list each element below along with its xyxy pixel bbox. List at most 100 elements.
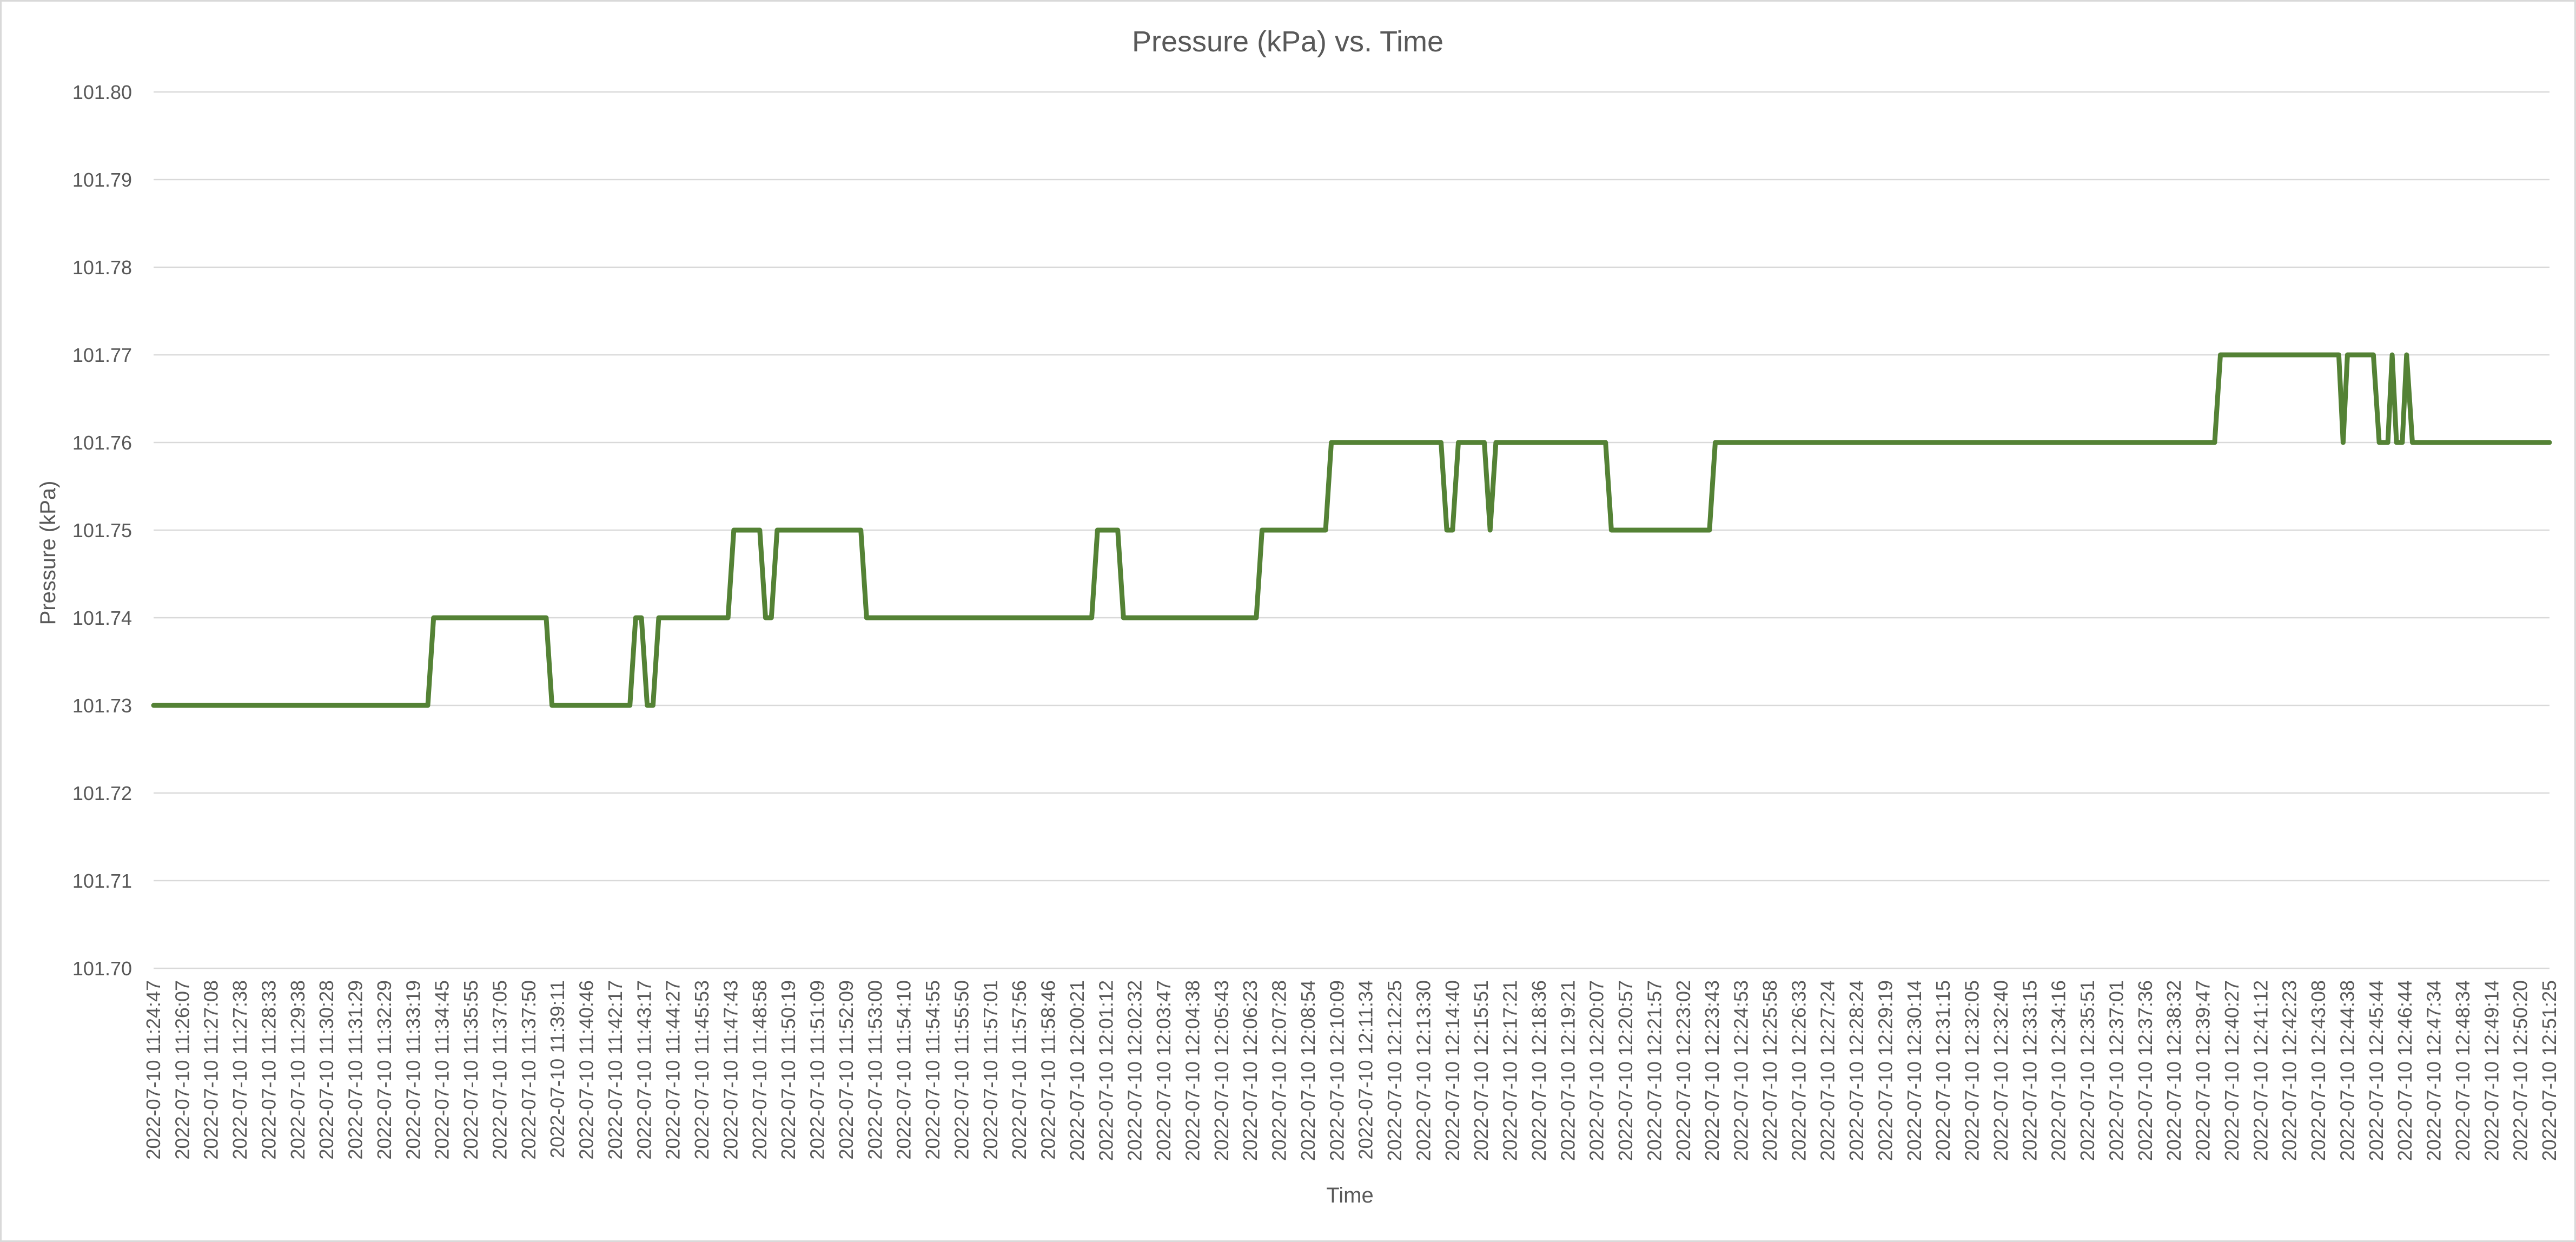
y-tick-label: 101.74 bbox=[72, 607, 132, 629]
x-tick-label: 2022-07-10 12:11:34 bbox=[1355, 980, 1377, 1160]
x-tick-label: 2022-07-10 11:37:50 bbox=[518, 980, 540, 1160]
x-tick-label: 2022-07-10 11:44:27 bbox=[662, 980, 684, 1160]
x-tick-label: 2022-07-10 12:07:28 bbox=[1268, 980, 1290, 1161]
y-tick-label: 101.70 bbox=[72, 957, 132, 980]
x-tick-label: 2022-07-10 12:46:44 bbox=[2394, 980, 2416, 1161]
x-tick-label: 2022-07-10 12:38:32 bbox=[2163, 980, 2185, 1161]
x-tick-label: 2022-07-10 12:04:38 bbox=[1181, 980, 1203, 1161]
y-tick-label: 101.78 bbox=[72, 256, 132, 279]
x-tick-label: 2022-07-10 12:20:07 bbox=[1586, 980, 1608, 1161]
x-tick-label: 2022-07-10 12:00:21 bbox=[1066, 980, 1088, 1161]
x-tick-label: 2022-07-10 12:14:40 bbox=[1441, 980, 1464, 1161]
x-tick-label: 2022-07-10 12:20:57 bbox=[1614, 980, 1637, 1161]
x-tick-label: 2022-07-10 12:19:21 bbox=[1557, 980, 1579, 1161]
x-axis-title: Time bbox=[1326, 1184, 1373, 1207]
x-tick-label: 2022-07-10 12:24:53 bbox=[1730, 980, 1752, 1161]
x-tick-label: 2022-07-10 11:29:38 bbox=[287, 980, 309, 1160]
x-tick-label: 2022-07-10 12:49:14 bbox=[2480, 980, 2502, 1161]
x-tick-label: 2022-07-10 12:15:51 bbox=[1470, 980, 1492, 1161]
x-tick-label: 2022-07-10 11:57:01 bbox=[979, 980, 1002, 1160]
x-tick-label: 2022-07-10 11:27:38 bbox=[229, 980, 251, 1160]
x-tick-label: 2022-07-10 11:40:46 bbox=[575, 980, 598, 1160]
x-tick-label: 2022-07-10 11:26:07 bbox=[171, 980, 193, 1160]
x-tick-label: 2022-07-10 12:10:09 bbox=[1326, 980, 1348, 1161]
x-tick-label: 2022-07-10 12:30:14 bbox=[1903, 980, 1925, 1161]
x-tick-label: 2022-07-10 12:25:58 bbox=[1759, 980, 1781, 1161]
x-tick-label: 2022-07-10 12:45:44 bbox=[2365, 980, 2387, 1161]
x-tick-label: 2022-07-10 11:37:05 bbox=[488, 980, 511, 1160]
x-tick-label: 2022-07-10 12:29:19 bbox=[1874, 980, 1896, 1161]
x-tick-label: 2022-07-10 11:35:55 bbox=[460, 980, 482, 1160]
x-tick-label: 2022-07-10 12:06:23 bbox=[1239, 980, 1261, 1161]
y-tick-label: 101.71 bbox=[72, 870, 132, 892]
x-tick-label: 2022-07-10 11:33:19 bbox=[402, 980, 424, 1160]
y-axis-title: Pressure (kPa) bbox=[36, 481, 60, 625]
y-tick-label: 101.76 bbox=[72, 432, 132, 454]
x-tick-label: 2022-07-10 11:54:55 bbox=[922, 980, 944, 1160]
x-tick-label: 2022-07-10 12:28:24 bbox=[1845, 980, 1868, 1161]
x-tick-label: 2022-07-10 12:21:57 bbox=[1643, 980, 1665, 1161]
y-tick-label: 101.73 bbox=[72, 695, 132, 717]
x-tick-label: 2022-07-10 12:34:16 bbox=[2048, 980, 2070, 1161]
x-tick-label: 2022-07-10 11:34:45 bbox=[431, 980, 453, 1160]
x-tick-label: 2022-07-10 12:17:21 bbox=[1499, 980, 1521, 1161]
x-tick-label: 2022-07-10 12:13:30 bbox=[1412, 980, 1434, 1161]
x-tick-label: 2022-07-10 11:28:33 bbox=[257, 980, 280, 1160]
x-tick-label: 2022-07-10 11:53:00 bbox=[864, 980, 886, 1160]
x-tick-label: 2022-07-10 11:31:29 bbox=[345, 980, 367, 1160]
x-tick-label: 2022-07-10 11:51:09 bbox=[806, 980, 829, 1160]
x-tick-label: 2022-07-10 12:23:43 bbox=[1701, 980, 1723, 1161]
x-tick-label: 2022-07-10 11:54:10 bbox=[893, 980, 915, 1160]
x-tick-label: 2022-07-10 11:43:17 bbox=[633, 980, 655, 1160]
y-tick-label: 101.79 bbox=[72, 169, 132, 191]
y-tick-label: 101.72 bbox=[72, 782, 132, 804]
x-tick-label: 2022-07-10 12:05:43 bbox=[1210, 980, 1233, 1161]
x-tick-label: 2022-07-10 11:24:47 bbox=[142, 980, 164, 1160]
x-tick-label: 2022-07-10 11:42:17 bbox=[604, 980, 626, 1160]
x-tick-label: 2022-07-10 12:40:27 bbox=[2221, 980, 2243, 1161]
x-tick-label: 2022-07-10 12:12:25 bbox=[1383, 980, 1406, 1161]
x-tick-label: 2022-07-10 12:43:08 bbox=[2307, 980, 2329, 1161]
pressure-series-line bbox=[151, 352, 2552, 708]
x-tick-label: 2022-07-10 12:39:47 bbox=[2192, 980, 2214, 1161]
x-tick-label: 2022-07-10 12:01:12 bbox=[1095, 980, 1117, 1161]
x-tick-label: 2022-07-10 11:52:09 bbox=[835, 980, 857, 1160]
x-tick-label: 2022-07-10 11:39:11 bbox=[546, 980, 568, 1158]
x-tick-label: 2022-07-10 12:47:34 bbox=[2423, 980, 2445, 1161]
x-tick-label: 2022-07-10 11:57:56 bbox=[1008, 980, 1030, 1160]
x-tick-label: 2022-07-10 12:26:33 bbox=[1787, 980, 1810, 1161]
x-tick-label: 2022-07-10 12:37:01 bbox=[2105, 980, 2127, 1161]
x-axis-ticks: 2022-07-10 11:24:47 2022-07-10 11:26:07 20… bbox=[142, 980, 2560, 1161]
x-tick-label: 2022-07-10 12:23:02 bbox=[1672, 980, 1694, 1161]
y-tick-label: 101.75 bbox=[72, 519, 132, 541]
x-tick-label: 2022-07-10 12:41:12 bbox=[2249, 980, 2272, 1161]
x-tick-label: 2022-07-10 11:55:50 bbox=[950, 980, 972, 1160]
x-tick-label: 2022-07-10 12:33:15 bbox=[2018, 980, 2041, 1161]
x-tick-label: 2022-07-10 11:58:46 bbox=[1037, 980, 1059, 1160]
x-tick-label: 2022-07-10 12:31:15 bbox=[1932, 980, 1954, 1161]
x-tick-label: 2022-07-10 11:30:28 bbox=[315, 980, 337, 1160]
x-tick-label: 2022-07-10 12:44:38 bbox=[2336, 980, 2358, 1161]
x-tick-label: 2022-07-10 12:32:40 bbox=[1990, 980, 2012, 1161]
x-tick-label: 2022-07-10 12:48:34 bbox=[2452, 980, 2474, 1161]
x-tick-label: 2022-07-10 11:50:19 bbox=[777, 980, 799, 1160]
x-tick-label: 2022-07-10 11:47:43 bbox=[719, 980, 741, 1160]
x-tick-label: 2022-07-10 12:32:05 bbox=[1961, 980, 1983, 1161]
x-tick-label: 2022-07-10 11:32:29 bbox=[373, 980, 395, 1160]
x-tick-label: 2022-07-10 12:02:32 bbox=[1124, 980, 1146, 1161]
x-tick-label: 2022-07-10 11:48:58 bbox=[749, 980, 771, 1160]
y-tick-label: 101.77 bbox=[72, 344, 132, 366]
x-tick-label: 2022-07-10 12:37:36 bbox=[2134, 980, 2156, 1161]
x-tick-label: 2022-07-10 12:27:24 bbox=[1817, 980, 1839, 1161]
x-tick-label: 2022-07-10 12:51:25 bbox=[2538, 980, 2560, 1161]
chart-title: Pressure (kPa) vs. Time bbox=[1132, 25, 1443, 58]
x-tick-label: 2022-07-10 12:18:36 bbox=[1528, 980, 1550, 1161]
x-tick-label: 2022-07-10 12:42:23 bbox=[2279, 980, 2301, 1161]
x-tick-label: 2022-07-10 11:27:08 bbox=[200, 980, 222, 1160]
x-tick-label: 2022-07-10 12:08:54 bbox=[1297, 980, 1319, 1161]
x-tick-label: 2022-07-10 11:45:53 bbox=[691, 980, 713, 1160]
x-tick-label: 2022-07-10 12:50:20 bbox=[2509, 980, 2532, 1161]
